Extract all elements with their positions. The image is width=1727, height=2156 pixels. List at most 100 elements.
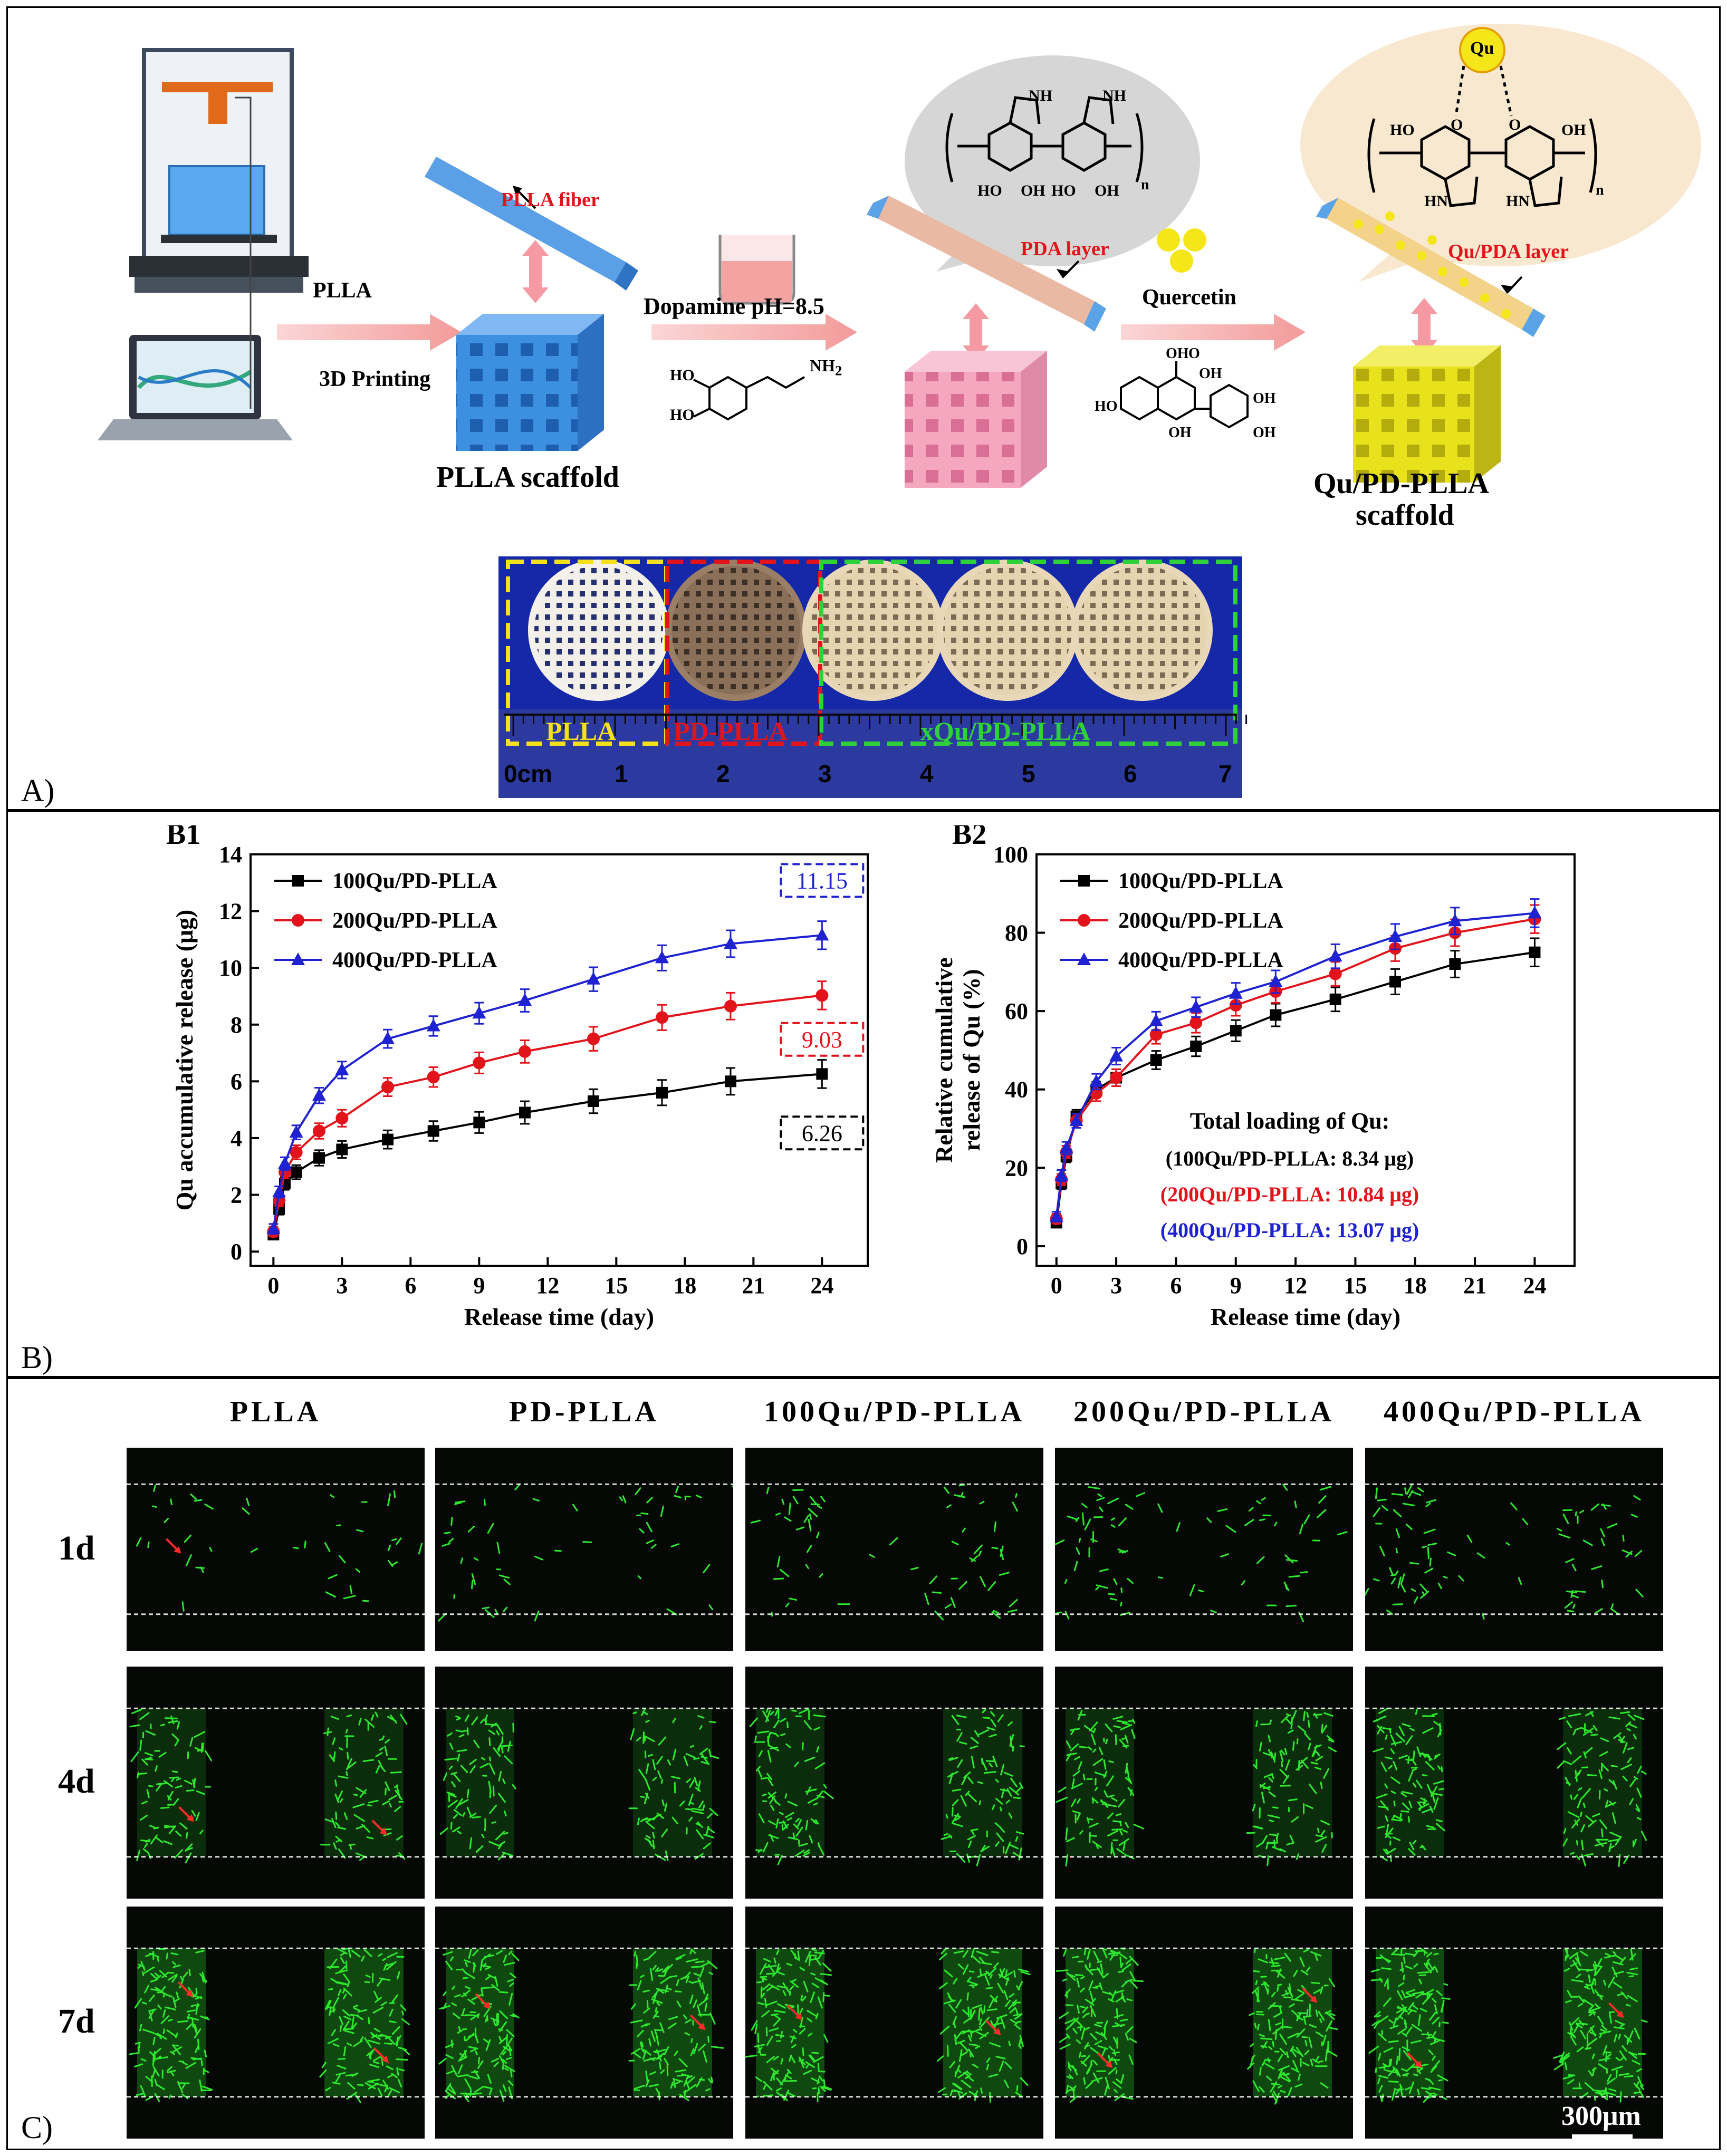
cell (462, 1812, 466, 1817)
cell (498, 2036, 502, 2042)
cell (630, 1728, 635, 1740)
cell (944, 1603, 952, 1609)
cell (331, 2008, 336, 2013)
cell (474, 2034, 479, 2044)
cell (705, 2088, 711, 2092)
cell (183, 1971, 189, 1978)
pda-nh-label-2: NH (1102, 87, 1126, 104)
cell (958, 1581, 967, 1590)
cell (495, 1831, 505, 1841)
cell (456, 1749, 467, 1753)
cell (993, 1962, 999, 1969)
panel-b-label: B) (21, 1340, 53, 1375)
cell (1015, 1831, 1024, 1835)
cell (471, 1994, 483, 2000)
cell (336, 1524, 341, 1527)
cell (1010, 1777, 1018, 1787)
cell (1586, 1969, 1594, 1972)
cell (1425, 1503, 1431, 1507)
cell (957, 1964, 964, 1970)
cell (820, 1973, 832, 1976)
x-tick-label: 0 (1051, 1273, 1062, 1298)
cell (461, 1989, 471, 1998)
cell (1282, 1484, 1288, 1491)
cell (988, 1734, 997, 1738)
cell (1623, 1742, 1628, 1754)
cell (1268, 2046, 1273, 2050)
cell (396, 2036, 399, 2047)
cell (637, 1575, 642, 1580)
cell (808, 2054, 815, 2062)
cell (1399, 1813, 1402, 1819)
cell (452, 1985, 456, 1990)
x-tick-label: 24 (810, 1273, 833, 1298)
data-point (289, 1125, 303, 1138)
cell (1296, 2046, 1304, 2057)
cell (686, 2076, 695, 2084)
cell (1302, 2062, 1310, 2066)
cell (334, 1779, 338, 1787)
cell (701, 1982, 705, 1995)
cell (383, 1963, 388, 1971)
cell (378, 1953, 383, 1957)
cell (1252, 1986, 1260, 1994)
cell (981, 2016, 990, 2027)
annotation-value: 11.15 (797, 868, 848, 894)
cell (808, 1508, 818, 1517)
cell (658, 1989, 664, 1994)
micrograph (745, 1667, 1043, 1899)
cell (952, 1813, 959, 1823)
cell (181, 1601, 185, 1612)
cell (765, 1710, 771, 1722)
cell (1074, 1756, 1080, 1760)
cell (1008, 2040, 1011, 2046)
cell (763, 2094, 773, 2097)
cell (131, 1709, 142, 1715)
cell (989, 1762, 993, 1767)
cell (339, 2016, 344, 2026)
cell (468, 2075, 479, 2080)
x-tick-label: 9 (473, 1273, 485, 1298)
plot-frame (250, 853, 869, 1267)
cell (488, 1780, 492, 1793)
cell (889, 1537, 898, 1546)
cell (1606, 2053, 1611, 2058)
cell (1428, 2078, 1434, 2085)
data-point (313, 1152, 325, 1164)
cell (1433, 1720, 1442, 1727)
cell (1395, 1547, 1398, 1554)
cell (1626, 1728, 1631, 1731)
cell (1089, 1721, 1098, 1731)
x-tick-label: 18 (673, 1273, 696, 1298)
cell (340, 1951, 347, 1956)
cell (343, 1812, 348, 1820)
cell (1113, 1725, 1121, 1728)
cell (1108, 2045, 1114, 2051)
cell (997, 1714, 1004, 1722)
cell (487, 1523, 494, 1534)
cell (186, 2009, 196, 2013)
cell (775, 1512, 781, 1516)
data-point (1229, 999, 1242, 1012)
cell (1594, 1842, 1607, 1846)
cell (1284, 1952, 1292, 1962)
cell (343, 2015, 352, 2020)
cell (1613, 1732, 1622, 1739)
cell (149, 1952, 160, 1958)
cell (389, 2002, 395, 2004)
cell (1588, 1974, 1591, 1984)
cell (675, 1990, 682, 1993)
cell (356, 1529, 364, 1533)
cell (650, 1544, 657, 1549)
cell (799, 1967, 805, 1971)
x-tick-label: 6 (405, 1273, 416, 1298)
cell (648, 2084, 659, 2087)
red-arrow-head (186, 1814, 194, 1822)
cell (685, 1753, 696, 1758)
cell (141, 1801, 148, 1805)
cell (773, 1719, 780, 1729)
cell (1109, 1597, 1117, 1601)
cell (154, 2079, 158, 2086)
x-tick-label: 3 (336, 1273, 348, 1298)
cell (758, 1813, 765, 1823)
